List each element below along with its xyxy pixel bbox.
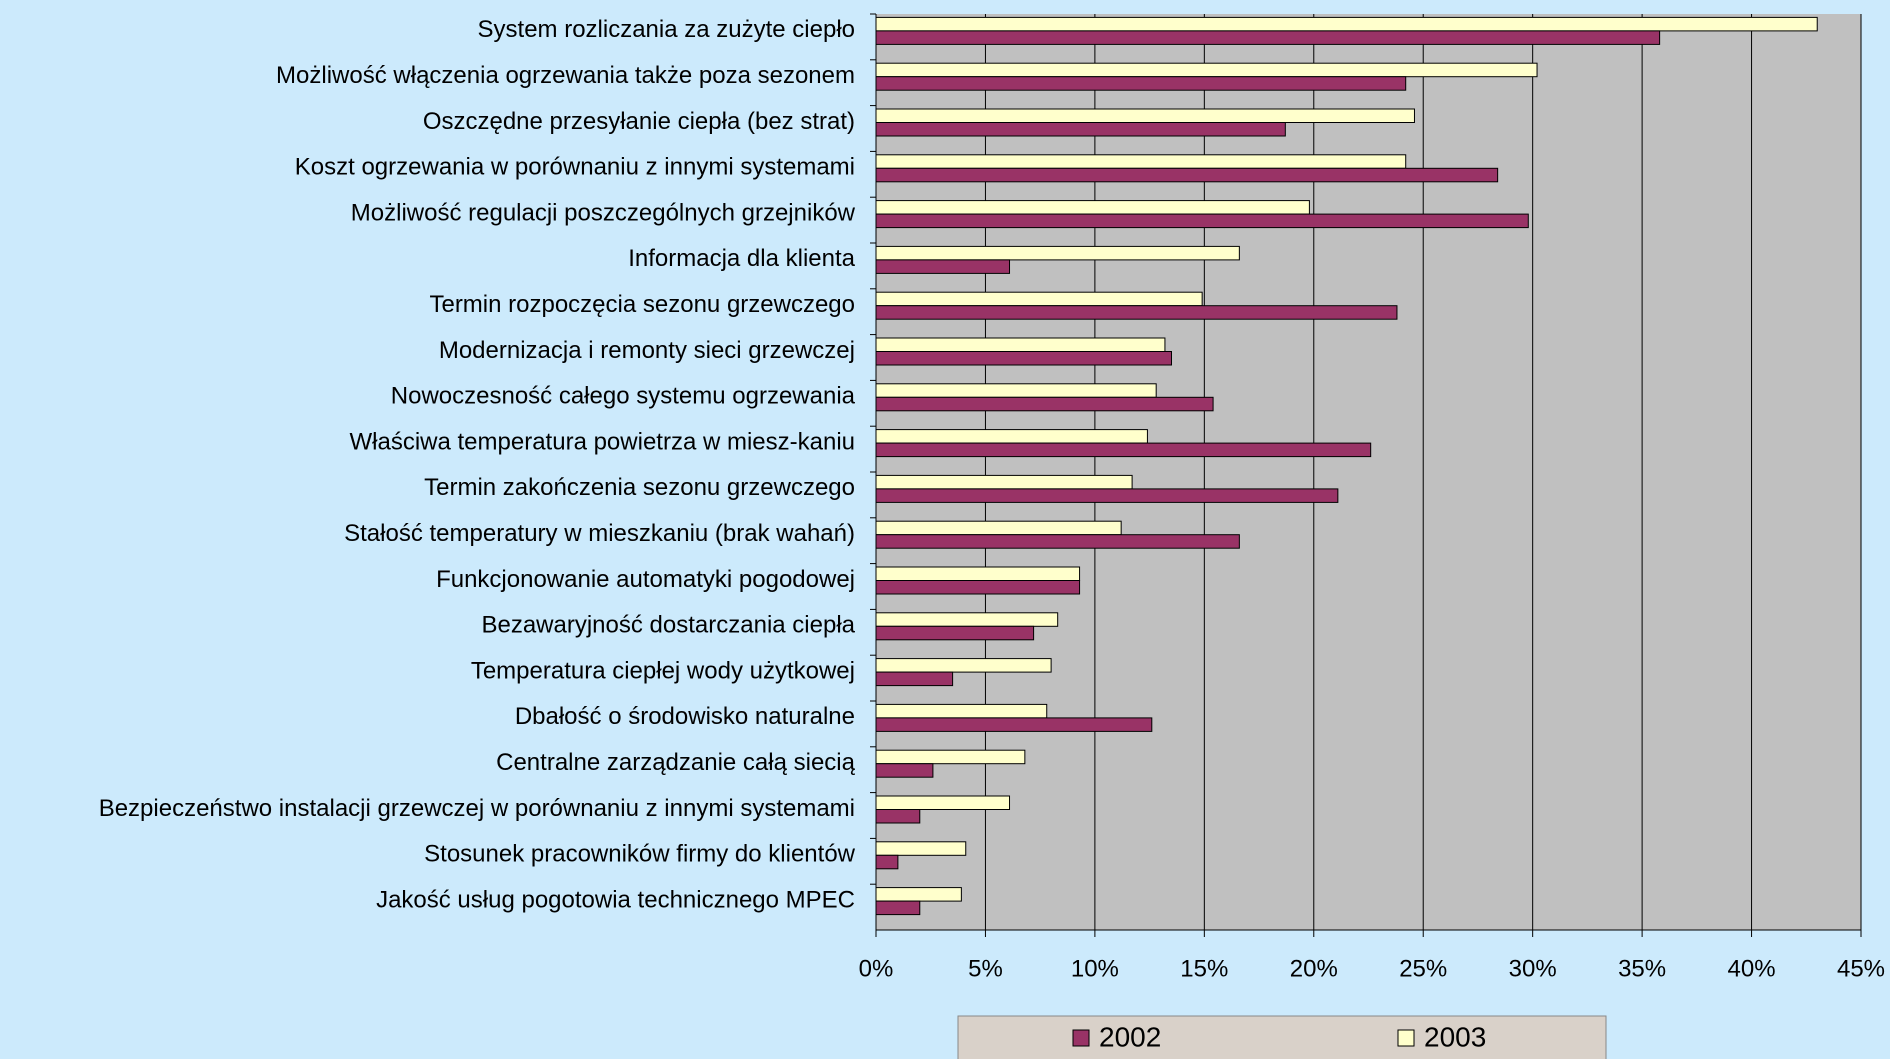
x-tick-label: 20% bbox=[1290, 955, 1338, 982]
bar bbox=[875, 887, 962, 902]
legend-label: 2002 bbox=[1099, 1021, 1161, 1052]
x-tick-label: 0% bbox=[859, 955, 894, 982]
bar bbox=[875, 612, 1059, 627]
bar bbox=[875, 703, 1048, 719]
bar bbox=[875, 213, 1529, 229]
bar bbox=[875, 337, 1166, 352]
x-tick-label: 45% bbox=[1837, 955, 1885, 982]
y-tick-label: Termin zakończenia sezonu grzewczego bbox=[424, 474, 855, 501]
x-tick-label: 30% bbox=[1509, 955, 1557, 982]
x-tick-label: 15% bbox=[1180, 955, 1228, 982]
bar bbox=[875, 625, 1035, 641]
bar bbox=[875, 442, 1372, 458]
legend-box bbox=[957, 1015, 1607, 1059]
bar bbox=[875, 580, 1081, 595]
bar bbox=[875, 658, 1052, 673]
y-tick-label: Możliwość regulacji poszczególnych grzej… bbox=[351, 199, 856, 226]
bar bbox=[875, 566, 1081, 581]
bar bbox=[875, 520, 1122, 536]
y-tick-label: Stosunek pracowników firmy do klientów bbox=[424, 841, 856, 868]
y-tick-label: Modernizacja i remonty sieci grzewczej bbox=[439, 337, 855, 364]
bar bbox=[875, 809, 921, 824]
bar bbox=[875, 291, 1203, 307]
bar bbox=[875, 396, 1214, 412]
bar bbox=[875, 474, 1133, 490]
bar bbox=[875, 245, 1240, 261]
bar bbox=[875, 154, 1407, 169]
y-tick-label: Właściwa temperatura powietrza w miesz-k… bbox=[350, 428, 856, 455]
bar bbox=[875, 763, 934, 778]
y-tick-label: Możliwość włączenia ogrzewania także poz… bbox=[276, 62, 855, 89]
y-tick-label: Dbałość o środowisko naturalne bbox=[515, 703, 855, 730]
plot-area bbox=[876, 14, 1861, 930]
bar bbox=[875, 717, 1153, 732]
y-tick-label: Oszczędne przesyłanie ciepła (bez strat) bbox=[423, 108, 855, 135]
bar bbox=[875, 795, 1011, 810]
x-tick-label: 25% bbox=[1399, 955, 1447, 982]
y-tick-label: Bezpieczeństwo instalacji grzewczej w po… bbox=[99, 795, 855, 822]
bar bbox=[875, 108, 1415, 123]
bar bbox=[875, 167, 1499, 183]
legend-swatch bbox=[1072, 1029, 1090, 1047]
bar bbox=[875, 429, 1148, 444]
x-tick-label: 10% bbox=[1071, 955, 1119, 982]
bar bbox=[875, 854, 899, 870]
legend-label: 2003 bbox=[1424, 1021, 1486, 1052]
y-tick-label: Koszt ogrzewania w porównaniu z innymi s… bbox=[295, 154, 855, 181]
bar bbox=[875, 671, 954, 687]
bar bbox=[875, 749, 1026, 765]
bar bbox=[875, 841, 967, 856]
bar bbox=[875, 488, 1339, 503]
y-tick-label: Centralne zarządzanie całą siecią bbox=[496, 749, 856, 776]
y-tick-label: Jakość usług pogotowia technicznego MPEC bbox=[376, 886, 855, 913]
y-tick-label: Stałość temperatury w mieszkaniu (brak w… bbox=[344, 520, 855, 547]
bar bbox=[875, 259, 1011, 274]
y-tick-label: Bezawaryjność dostarczania ciepła bbox=[481, 612, 855, 639]
bar bbox=[875, 351, 1172, 366]
bar bbox=[875, 76, 1407, 91]
x-tick-label: 35% bbox=[1618, 955, 1666, 982]
y-tick-label: Informacja dla klienta bbox=[628, 245, 855, 272]
bar bbox=[875, 534, 1240, 549]
bar bbox=[875, 305, 1398, 320]
x-tick-label: 5% bbox=[968, 955, 1003, 982]
x-tick-label: 40% bbox=[1728, 955, 1776, 982]
bar bbox=[875, 900, 921, 916]
y-tick-label: Funkcjonowanie automatyki pogodowej bbox=[436, 566, 855, 593]
bar bbox=[875, 200, 1310, 215]
y-tick-label: System rozliczania za zużyte ciepło bbox=[478, 16, 855, 43]
y-tick-label: Termin rozpoczęcia sezonu grzewczego bbox=[429, 291, 855, 318]
bar bbox=[875, 16, 1818, 32]
bar bbox=[875, 383, 1157, 398]
bar bbox=[875, 30, 1661, 45]
bar bbox=[875, 62, 1538, 78]
y-tick-label: Nowoczesność całego systemu ogrzewania bbox=[391, 383, 856, 410]
y-tick-label: Temperatura ciepłej wody użytkowej bbox=[471, 657, 855, 684]
bar bbox=[875, 122, 1286, 137]
legend-swatch bbox=[1397, 1029, 1415, 1047]
